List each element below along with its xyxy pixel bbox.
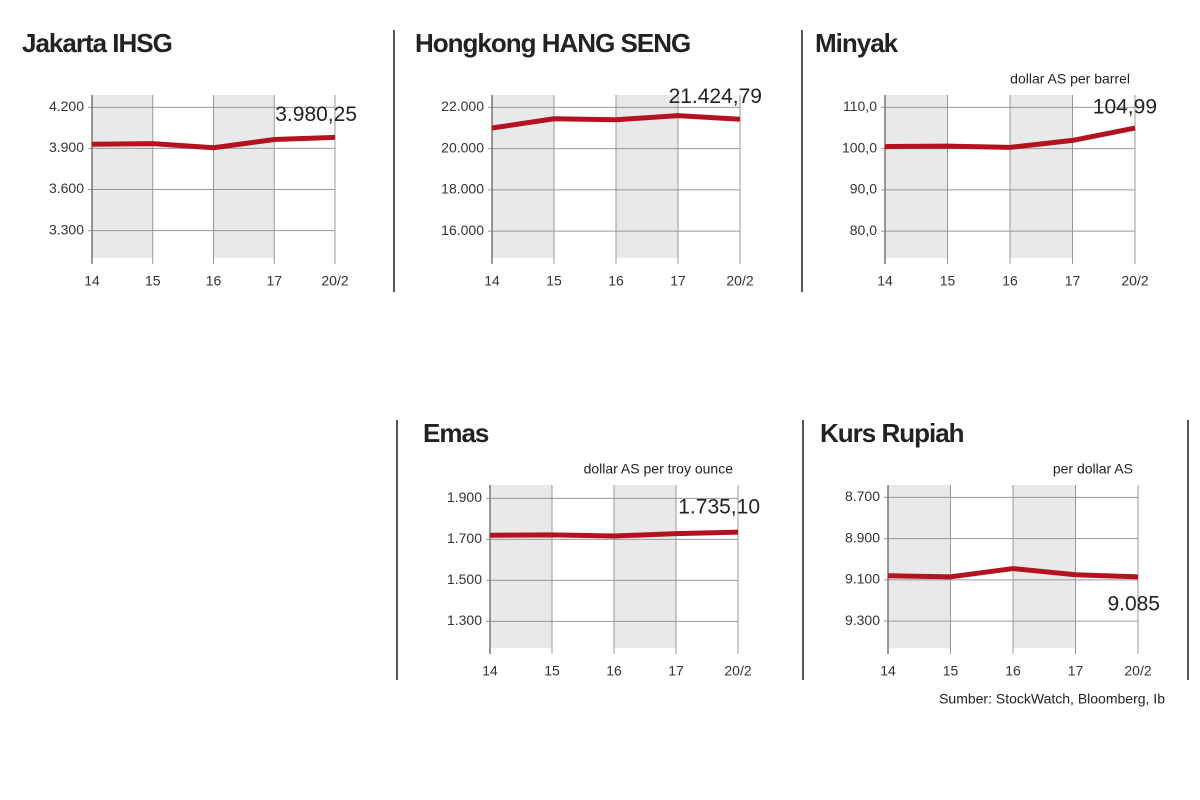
chart-title: Jakarta IHSG xyxy=(22,28,172,58)
y-tick-label: 20.000 xyxy=(441,139,484,155)
x-tick-label: 15 xyxy=(940,273,956,289)
band xyxy=(885,95,948,258)
x-tick-label: 15 xyxy=(546,273,562,289)
y-tick-label: 80,0 xyxy=(850,222,877,238)
y-tick-label: 9.300 xyxy=(845,612,880,628)
y-tick-label: 1.300 xyxy=(447,612,482,628)
value-label: 3.980,25 xyxy=(275,103,357,126)
x-tick-label: 20/2 xyxy=(1124,663,1151,679)
y-tick-label: 100,0 xyxy=(842,139,877,155)
value-label: 104,99 xyxy=(1093,96,1157,119)
x-tick-label: 14 xyxy=(482,663,498,679)
y-tick-label: 18.000 xyxy=(441,181,484,197)
x-tick-label: 16 xyxy=(206,273,222,289)
line xyxy=(887,566,1139,580)
x-tick-label: 20/2 xyxy=(321,273,348,289)
band xyxy=(888,485,951,648)
source: Sumber: StockWatch, Bloomberg, Ib xyxy=(939,691,1165,707)
x-tick-label: 16 xyxy=(608,273,624,289)
y-tick-label: 90,0 xyxy=(850,181,877,197)
subtitle: per dollar AS xyxy=(1053,461,1133,477)
x-tick-label: 17 xyxy=(266,273,282,289)
line xyxy=(489,529,739,539)
y-tick-label: 4.200 xyxy=(49,98,84,114)
y-tick-label: 22.000 xyxy=(441,98,484,114)
x-tick-label: 15 xyxy=(943,663,959,679)
chart-title: Hongkong HANG SENG xyxy=(415,28,690,58)
chart-title: Kurs Rupiah xyxy=(820,418,964,448)
subtitle: dollar AS per barrel xyxy=(1010,71,1130,87)
y-tick-label: 1.500 xyxy=(447,571,482,587)
y-tick-label: 8.700 xyxy=(845,488,880,504)
y-tick-label: 3.900 xyxy=(49,139,84,155)
band xyxy=(213,95,275,258)
y-tick-label: 1.900 xyxy=(447,489,482,505)
value-label: 9.085 xyxy=(1107,592,1160,615)
y-tick-label: 8.900 xyxy=(845,529,880,545)
x-tick-label: 16 xyxy=(606,663,622,679)
line xyxy=(884,125,1136,150)
line xyxy=(91,134,336,151)
x-tick-label: 16 xyxy=(1005,663,1021,679)
band xyxy=(1010,95,1073,258)
x-tick-label: 14 xyxy=(84,273,100,289)
line xyxy=(491,113,741,131)
x-tick-label: 17 xyxy=(670,273,686,289)
x-tick-label: 14 xyxy=(877,273,893,289)
y-tick-label: 1.700 xyxy=(447,530,482,546)
x-tick-label: 20/2 xyxy=(1121,273,1148,289)
x-tick-label: 14 xyxy=(484,273,500,289)
x-tick-label: 17 xyxy=(1068,663,1084,679)
y-tick-label: 3.600 xyxy=(49,180,84,196)
x-tick-label: 20/2 xyxy=(724,663,751,679)
value-label: 21.424,79 xyxy=(669,85,762,108)
x-tick-label: 14 xyxy=(880,663,896,679)
band xyxy=(92,95,153,258)
chart-title: Emas xyxy=(423,418,489,448)
subtitle: dollar AS per troy ounce xyxy=(584,461,734,477)
y-tick-label: 110,0 xyxy=(843,98,877,114)
x-tick-label: 17 xyxy=(1065,273,1081,289)
x-tick-label: 16 xyxy=(1002,273,1018,289)
x-tick-label: 17 xyxy=(668,663,684,679)
value-label: 1.735,10 xyxy=(678,496,760,519)
x-tick-label: 20/2 xyxy=(726,273,753,289)
band xyxy=(1013,485,1076,648)
y-tick-label: 9.100 xyxy=(845,571,880,587)
x-tick-label: 15 xyxy=(544,663,560,679)
band xyxy=(490,485,552,648)
band xyxy=(614,485,676,648)
y-tick-label: 16.000 xyxy=(441,222,484,238)
x-tick-label: 15 xyxy=(145,273,161,289)
chart-title: Minyak xyxy=(815,28,899,58)
y-tick-label: 3.300 xyxy=(49,221,84,237)
